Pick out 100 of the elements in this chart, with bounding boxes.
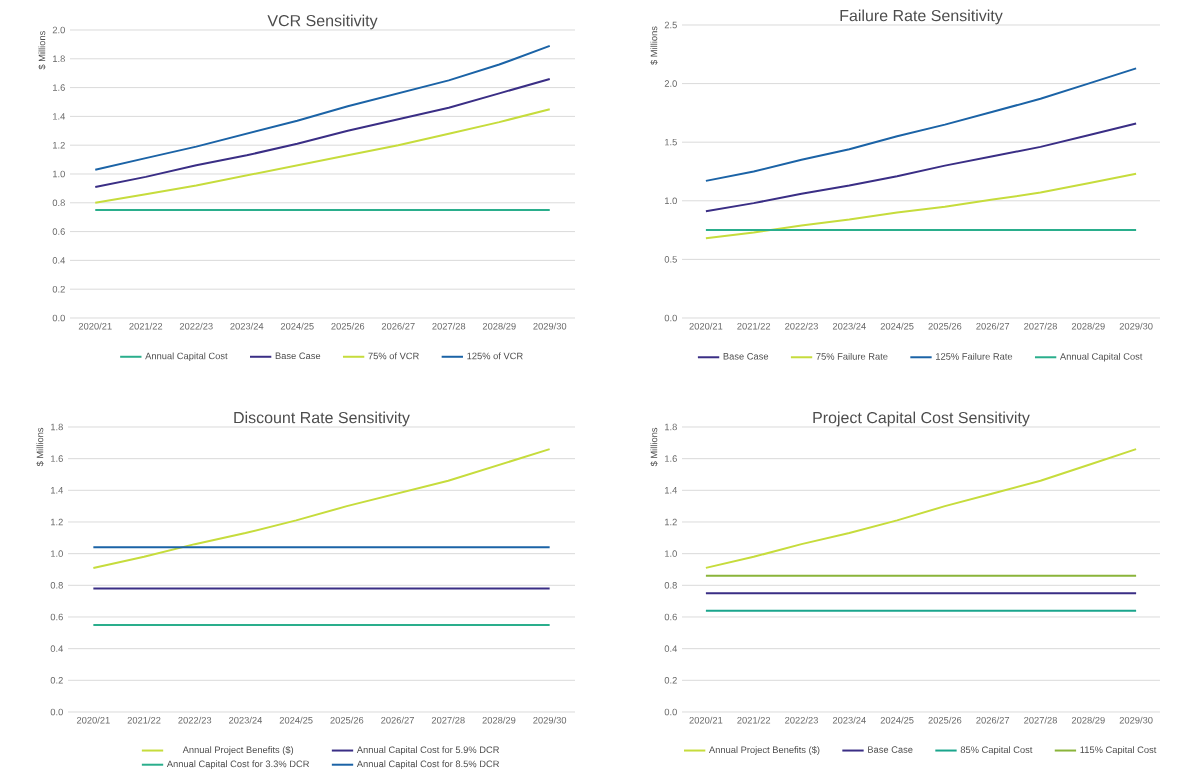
y-tick-label: 1.6 xyxy=(51,455,63,462)
legend-label: Annual Capital Cost for 3.3% DCR xyxy=(166,760,310,770)
y-tick-label: 1.6 xyxy=(665,455,677,462)
x-tick-label: 2029/30 xyxy=(533,716,567,724)
legend-label: Annual Project Benefits ($) xyxy=(709,746,820,755)
x-tick-label: 2025/26 xyxy=(928,322,962,330)
legend-label: 125% of VCR xyxy=(467,352,523,360)
y-tick-label: 0.0 xyxy=(50,708,63,716)
y-axis-title: $ Millions xyxy=(650,26,658,65)
x-tick-label: 2022/23 xyxy=(785,322,818,330)
chart-title: Discount Rate Sensitivity xyxy=(234,411,410,427)
x-tick-label: 2022/23 xyxy=(179,322,213,330)
x-tick-label: 2029/30 xyxy=(1119,322,1153,330)
y-tick-label: 0.0 xyxy=(664,314,677,322)
x-tick-label: 2023/24 xyxy=(229,716,263,724)
y-tick-label: 0.5 xyxy=(664,256,677,263)
y-tick-label: 0.8 xyxy=(664,582,677,589)
line-series xyxy=(704,122,1138,213)
y-tick-label: 1.8 xyxy=(665,423,677,431)
x-tick-label: 2020/21 xyxy=(689,322,723,330)
y-tick-label: 2.0 xyxy=(52,26,65,34)
x-tick-label: 2022/23 xyxy=(178,716,212,724)
legend-label: Annual Capital Cost for 5.9% DCR xyxy=(356,746,500,755)
y-tick-label: 0.0 xyxy=(664,708,677,716)
x-tick-label: 2028/29 xyxy=(482,322,516,330)
y-tick-label: 0.4 xyxy=(664,645,678,652)
x-tick-label: 2028/29 xyxy=(482,716,516,724)
x-tick-label: 2020/21 xyxy=(78,322,112,330)
y-tick-label: 1.6 xyxy=(53,84,65,91)
legend-label: 85% Capital Cost xyxy=(960,746,1033,755)
y-tick-label: 1.2 xyxy=(53,141,65,149)
y-axis-title: $ Millions xyxy=(650,427,658,467)
x-tick-label: 2028/29 xyxy=(1071,716,1105,724)
x-tick-label: 2024/25 xyxy=(279,716,313,724)
y-tick-label: 1.0 xyxy=(51,550,63,557)
x-tick-label: 2023/24 xyxy=(832,716,866,724)
legend-label: 125% Failure Rate xyxy=(936,352,1013,360)
y-tick-label: 1.4 xyxy=(53,113,66,120)
x-tick-label: 2020/21 xyxy=(76,716,110,724)
line-series xyxy=(704,67,1138,182)
x-tick-label: 2026/27 xyxy=(976,322,1010,330)
x-tick-label: 2027/28 xyxy=(1024,716,1057,724)
y-tick-label: 1.8 xyxy=(53,55,65,63)
y-tick-label: 0.8 xyxy=(52,199,65,207)
x-tick-label: 2021/22 xyxy=(129,322,163,330)
x-tick-label: 2029/30 xyxy=(1119,716,1153,724)
x-tick-label: 2020/21 xyxy=(689,716,723,724)
y-axis-title: $ Millions xyxy=(36,427,44,467)
legend-label: Annual Capital Cost xyxy=(1059,352,1143,362)
x-tick-label: 2025/26 xyxy=(331,322,365,330)
y-tick-label: 1.2 xyxy=(51,518,63,526)
legend-label: 115% Capital Cost xyxy=(1080,746,1157,755)
y-tick-label: 1.4 xyxy=(665,487,678,494)
y-tick-label: 2.0 xyxy=(664,80,677,87)
x-tick-label: 2021/22 xyxy=(127,716,161,724)
y-tick-label: 0.0 xyxy=(52,314,65,322)
line-series xyxy=(704,448,1138,569)
x-tick-label: 2023/24 xyxy=(230,322,264,330)
y-tick-label: 1.0 xyxy=(665,550,677,557)
y-tick-label: 1.2 xyxy=(665,518,677,526)
x-tick-label: 2028/29 xyxy=(1071,322,1105,330)
legend-label: 75% Failure Rate xyxy=(816,352,888,360)
x-tick-label: 2022/23 xyxy=(785,716,818,724)
y-tick-label: 1.8 xyxy=(51,423,63,431)
x-tick-label: 2026/27 xyxy=(381,322,415,330)
x-tick-label: 2025/26 xyxy=(330,716,364,724)
x-tick-label: 2025/26 xyxy=(928,716,962,724)
x-tick-label: 2027/28 xyxy=(431,716,465,724)
x-tick-label: 2027/28 xyxy=(1024,322,1057,330)
chart-title: Failure Rate Sensitivity xyxy=(840,9,1003,25)
y-tick-label: 0.2 xyxy=(50,677,63,684)
x-tick-label: 2029/30 xyxy=(533,322,567,330)
chart-title: Project Capital Cost Sensitivity xyxy=(813,411,1030,427)
x-tick-label: 2021/22 xyxy=(737,716,771,724)
chart-title: VCR Sensitivity xyxy=(267,14,378,30)
legend-label: Base Case xyxy=(868,746,913,753)
y-tick-label: 1.0 xyxy=(53,170,65,178)
line-series xyxy=(704,172,1138,240)
x-tick-label: 2027/28 xyxy=(432,322,466,330)
y-tick-label: 0.4 xyxy=(50,645,64,652)
y-axis-title: $ Millions xyxy=(38,31,46,70)
y-tick-label: 0.4 xyxy=(52,257,66,264)
x-tick-label: 2026/27 xyxy=(976,716,1010,724)
legend-label: Annual Project Benefits ($) xyxy=(182,746,294,755)
legend-label: 75% of VCR xyxy=(368,352,419,360)
y-tick-label: 1.4 xyxy=(51,487,64,494)
x-tick-label: 2023/24 xyxy=(832,322,866,330)
y-tick-label: 0.6 xyxy=(664,613,677,621)
y-tick-label: 0.8 xyxy=(50,582,63,589)
y-tick-label: 0.6 xyxy=(50,613,63,621)
y-tick-label: 0.6 xyxy=(52,228,65,235)
line-series xyxy=(94,77,551,188)
x-tick-label: 2024/25 xyxy=(880,716,914,724)
legend-label: Base Case xyxy=(275,352,321,360)
x-tick-label: 2024/25 xyxy=(280,322,314,330)
x-tick-label: 2026/27 xyxy=(381,716,414,724)
x-tick-label: 2021/22 xyxy=(737,322,771,330)
y-tick-label: 1.0 xyxy=(665,197,677,205)
y-tick-label: 0.2 xyxy=(664,677,677,684)
legend-label: Base Case xyxy=(723,353,769,360)
